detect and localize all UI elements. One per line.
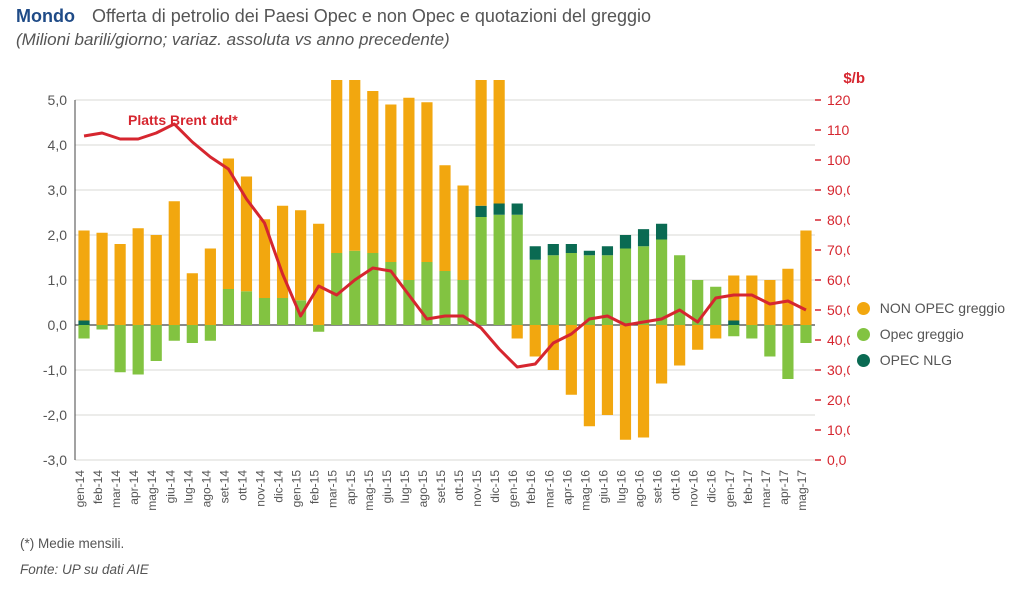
- svg-text:gen-16: gen-16: [506, 470, 520, 508]
- chart: -3,0 -2,0 -1,0 0,0 1,0 2,0 3,0 4,0 5,0 0,0 10,0 20,…: [40, 80, 850, 485]
- svg-text:giu-15: giu-15: [380, 470, 394, 504]
- svg-text:mag-15: mag-15: [362, 470, 376, 511]
- svg-text:20,0: 20,0: [827, 392, 850, 408]
- legend-label: NON OPEC greggio: [880, 300, 1005, 316]
- legend: NON OPEC greggio Opec greggio OPEC NLG: [857, 290, 1005, 378]
- svg-text:apr-16: apr-16: [560, 470, 574, 505]
- svg-text:set-14: set-14: [217, 470, 231, 504]
- legend-item: OPEC NLG: [857, 352, 1005, 368]
- chart-title: Mondo Offerta di petrolio dei Paesi Opec…: [16, 6, 651, 27]
- legend-item: Opec greggio: [857, 326, 1005, 342]
- svg-text:5,0: 5,0: [48, 92, 68, 108]
- svg-text:10,0: 10,0: [827, 422, 850, 438]
- svg-text:mar-17: mar-17: [759, 470, 773, 508]
- footnote: (*) Medie mensili.: [20, 536, 124, 551]
- legend-swatch: [857, 302, 870, 315]
- svg-text:120,0: 120,0: [827, 92, 850, 108]
- svg-text:110,0: 110,0: [827, 122, 850, 138]
- svg-text:-1,0: -1,0: [43, 362, 67, 378]
- svg-text:0,0: 0,0: [827, 452, 847, 468]
- chart-svg: -3,0 -2,0 -1,0 0,0 1,0 2,0 3,0 4,0 5,0 0,0 10,0 20,…: [40, 80, 850, 535]
- svg-text:ott-15: ott-15: [452, 470, 466, 501]
- svg-text:70,0: 70,0: [827, 242, 850, 258]
- svg-text:apr-14: apr-14: [127, 470, 141, 505]
- svg-text:4,0: 4,0: [48, 137, 68, 153]
- svg-text:feb-17: feb-17: [741, 470, 755, 504]
- title-main: Mondo: [16, 6, 75, 26]
- svg-text:lug-14: lug-14: [181, 470, 195, 504]
- svg-text:60,0: 60,0: [827, 272, 850, 288]
- svg-text:mar-15: mar-15: [326, 470, 340, 508]
- svg-text:nov-15: nov-15: [470, 470, 484, 507]
- svg-text:30,0: 30,0: [827, 362, 850, 378]
- svg-text:100,0: 100,0: [827, 152, 850, 168]
- legend-swatch: [857, 328, 870, 341]
- svg-text:feb-16: feb-16: [524, 470, 538, 504]
- svg-text:-3,0: -3,0: [43, 452, 67, 468]
- svg-text:nov-16: nov-16: [687, 470, 701, 507]
- svg-text:dic-15: dic-15: [488, 470, 502, 503]
- svg-text:50,0: 50,0: [827, 302, 850, 318]
- svg-text:mag-14: mag-14: [145, 470, 159, 511]
- svg-text:set-16: set-16: [651, 470, 665, 504]
- svg-text:mag-17: mag-17: [795, 470, 809, 511]
- svg-text:nov-14: nov-14: [254, 470, 268, 507]
- svg-text:ago-15: ago-15: [416, 470, 430, 508]
- svg-text:90,0: 90,0: [827, 182, 850, 198]
- svg-text:dic-16: dic-16: [705, 470, 719, 503]
- legend-swatch: [857, 354, 870, 367]
- svg-text:apr-17: apr-17: [777, 470, 791, 505]
- svg-text:giu-16: giu-16: [596, 470, 610, 504]
- svg-text:feb-15: feb-15: [308, 470, 322, 504]
- svg-text:mar-14: mar-14: [109, 470, 123, 508]
- svg-text:giu-14: giu-14: [163, 470, 177, 504]
- svg-text:80,0: 80,0: [827, 212, 850, 228]
- legend-label: OPEC NLG: [880, 352, 952, 368]
- svg-text:gen-17: gen-17: [723, 470, 737, 508]
- svg-text:gen-14: gen-14: [73, 470, 87, 508]
- svg-text:apr-15: apr-15: [344, 470, 358, 505]
- svg-text:1,0: 1,0: [48, 272, 68, 288]
- svg-text:0,0: 0,0: [48, 317, 68, 333]
- legend-item: NON OPEC greggio: [857, 300, 1005, 316]
- svg-text:ott-14: ott-14: [235, 470, 249, 501]
- svg-text:ago-14: ago-14: [199, 470, 213, 508]
- svg-text:ott-16: ott-16: [669, 470, 683, 501]
- title-rest: Offerta di petrolio dei Paesi Opec e non…: [92, 6, 651, 26]
- svg-text:set-15: set-15: [434, 470, 448, 504]
- chart-subtitle: (Milioni barili/giorno; variaz. assoluta…: [16, 30, 450, 50]
- svg-text:lug-16: lug-16: [614, 470, 628, 504]
- svg-text:2,0: 2,0: [48, 227, 68, 243]
- svg-text:mar-16: mar-16: [542, 470, 556, 508]
- svg-text:mag-16: mag-16: [578, 470, 592, 511]
- svg-text:40,0: 40,0: [827, 332, 850, 348]
- svg-text:lug-15: lug-15: [398, 470, 412, 504]
- svg-text:gen-15: gen-15: [290, 470, 304, 508]
- source-note: Fonte: UP su dati AIE: [20, 562, 149, 577]
- svg-text:ago-16: ago-16: [633, 470, 647, 508]
- svg-text:feb-14: feb-14: [91, 470, 105, 504]
- svg-text:3,0: 3,0: [48, 182, 68, 198]
- svg-text:dic-14: dic-14: [272, 470, 286, 503]
- svg-text:-2,0: -2,0: [43, 407, 67, 423]
- legend-label: Opec greggio: [880, 326, 964, 342]
